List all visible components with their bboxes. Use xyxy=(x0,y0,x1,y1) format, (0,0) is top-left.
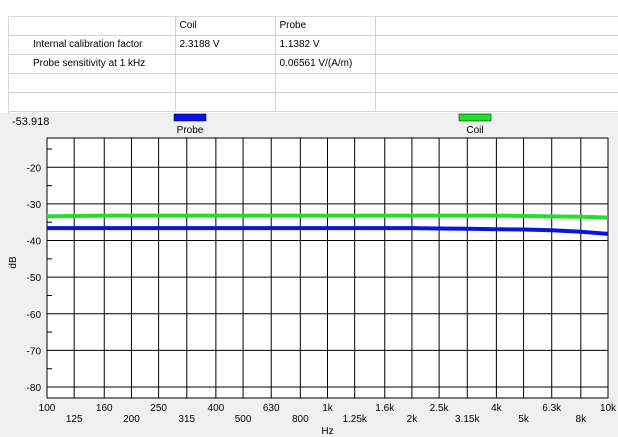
x-tick-label: 1.25k xyxy=(342,414,367,425)
x-tick-label: 1.6k xyxy=(375,403,395,414)
x-tick-label: 5k xyxy=(518,414,530,425)
table-header-row: Coil Probe xyxy=(9,17,618,36)
x-tick-label: 8k xyxy=(576,414,588,425)
x-tick-label: 100 xyxy=(39,403,56,414)
x-tick-label: 10k xyxy=(600,403,617,414)
x-tick-label: 3.15k xyxy=(455,414,480,425)
y-tick-label: -20 xyxy=(27,163,42,174)
plot-frame xyxy=(46,137,609,399)
table-cell: 2.3188 V xyxy=(175,35,276,55)
table-cell xyxy=(175,54,276,74)
x-tick-label: 2.5k xyxy=(430,403,450,414)
x-tick-label: 200 xyxy=(123,414,140,425)
legend-label-coil: Coil xyxy=(466,125,483,136)
y-tick-label: -30 xyxy=(27,200,42,211)
y-tick-label: -40 xyxy=(27,237,42,248)
table-row xyxy=(9,92,618,112)
table-cell xyxy=(175,73,276,93)
table-cell xyxy=(375,73,618,93)
x-tick-label: 125 xyxy=(66,414,83,425)
y-tick-label: -70 xyxy=(27,346,42,357)
table-cell: Internal calibration factor xyxy=(9,35,176,55)
table-cell xyxy=(375,35,618,55)
table-cell xyxy=(375,92,618,112)
legend-label-probe: Probe xyxy=(177,125,204,136)
table-row xyxy=(9,73,618,93)
x-tick-label: 630 xyxy=(263,403,280,414)
x-tick-label: 500 xyxy=(235,414,252,425)
table-cell xyxy=(9,73,176,93)
y-tick-label: -60 xyxy=(27,310,42,321)
table-cell: 1.1382 V xyxy=(275,35,376,55)
y-tick-label: -80 xyxy=(27,383,42,394)
table-cell xyxy=(175,92,276,112)
x-tick-label: 1k xyxy=(322,403,334,414)
table-cell xyxy=(375,54,618,74)
series-line-probe xyxy=(47,226,609,236)
x-tick-label: 160 xyxy=(96,403,113,414)
table-header-cell: Coil xyxy=(175,17,276,36)
cursor-readout: -53.918 xyxy=(12,116,50,128)
table-row: Internal calibration factor 2.3188 V 1.138… xyxy=(9,35,618,55)
table-header-cell: Probe xyxy=(275,17,376,36)
calibration-table: Coil Probe Internal calibration factor 2.31… xyxy=(9,17,618,112)
calibration-table-panel: Coil Probe Internal calibration factor 2.31… xyxy=(8,16,618,113)
x-tick-label: 2k xyxy=(407,414,419,425)
legend-swatch-coil xyxy=(458,113,492,122)
frequency-response-chart[interactable]: 100 125 160 200 250 315 400 500 630 800 1k 1.25k 1.6… xyxy=(0,113,618,437)
x-tick-label: 400 xyxy=(208,403,225,414)
legend-swatch-probe xyxy=(173,113,207,122)
table-cell: 0.06561 V/(A/m) xyxy=(275,54,376,74)
x-tick-label: 800 xyxy=(292,414,309,425)
x-tick-label: 250 xyxy=(150,403,167,414)
x-tick-label: 6.3k xyxy=(542,403,562,414)
x-axis-label: Hz xyxy=(321,426,333,437)
series-line-coil xyxy=(46,213,609,220)
table-header-cell xyxy=(375,17,618,36)
chart-panel: -53.918 100 125 160 200 250 315 400 500 630 800 1k… xyxy=(0,113,618,437)
table-cell xyxy=(9,92,176,112)
table-cell: Probe sensitivity at 1 kHz xyxy=(9,54,176,74)
y-axis-label: dB xyxy=(8,256,19,269)
y-tick-label: -50 xyxy=(27,273,42,284)
table-cell xyxy=(275,73,376,93)
x-tick-label: 315 xyxy=(178,414,195,425)
x-tick-label: 4k xyxy=(491,403,503,414)
table-cell xyxy=(275,92,376,112)
table-row: Probe sensitivity at 1 kHz 0.06561 V/(A/m… xyxy=(9,54,618,74)
table-header-cell xyxy=(9,17,176,36)
